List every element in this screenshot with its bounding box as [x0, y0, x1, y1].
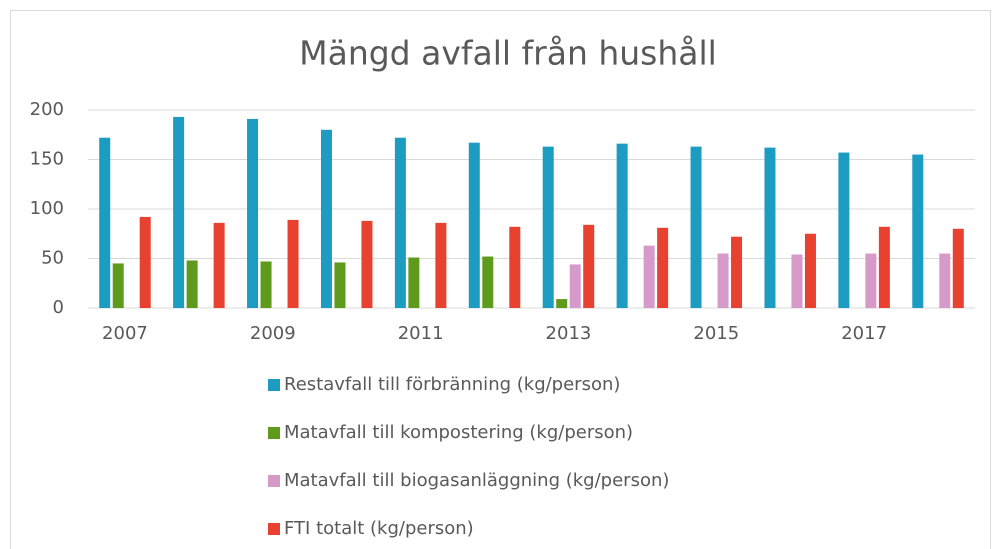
bar — [717, 253, 729, 308]
x-tick-label: 2007 — [102, 323, 148, 344]
y-tick-label: 150 — [30, 149, 64, 170]
bar — [838, 152, 850, 308]
bar — [912, 154, 924, 308]
bar — [287, 219, 299, 308]
bar — [764, 147, 776, 308]
bar — [583, 224, 595, 308]
bar — [804, 233, 816, 308]
x-tick-label: 2011 — [398, 323, 444, 344]
bar — [791, 254, 803, 308]
bar — [731, 236, 743, 308]
bar — [99, 137, 111, 308]
bar — [556, 299, 568, 308]
bar — [542, 146, 554, 308]
bar — [361, 220, 373, 308]
bar — [616, 143, 628, 308]
bar — [173, 116, 185, 309]
legend-label: Matavfall till kompostering (kg/person) — [284, 422, 633, 443]
legend-label: FTI totalt (kg/person) — [284, 518, 474, 539]
x-tick-label: 2013 — [546, 323, 592, 344]
bar — [878, 226, 890, 308]
x-tick-label: 2015 — [693, 323, 739, 344]
bar — [247, 118, 259, 308]
legend-label: Restavfall till förbränning (kg/person) — [284, 374, 620, 395]
bar — [690, 146, 702, 308]
bar — [468, 142, 480, 308]
bar — [643, 245, 655, 308]
bar — [260, 261, 272, 308]
y-tick-label: 50 — [41, 248, 64, 269]
chart-title: Mängd avfall från hushåll — [299, 34, 717, 73]
bar — [569, 264, 581, 308]
legend-swatch — [268, 523, 280, 535]
bar — [394, 137, 406, 308]
bar — [435, 222, 447, 308]
y-tick-label: 200 — [30, 99, 64, 120]
bar — [139, 216, 151, 308]
x-tick-label: 2017 — [841, 323, 887, 344]
bar — [865, 253, 877, 308]
bar — [482, 256, 494, 308]
bar — [320, 129, 332, 308]
bar — [952, 228, 964, 308]
legend-swatch — [268, 427, 280, 439]
bar — [657, 227, 669, 308]
y-tick-label: 100 — [30, 198, 64, 219]
bar — [334, 262, 346, 308]
legend-label: Matavfall till biogasanläggning (kg/pers… — [284, 470, 669, 491]
bar — [408, 257, 420, 308]
legend-swatch — [268, 475, 280, 487]
bar — [112, 263, 124, 308]
bar — [213, 222, 225, 308]
bar — [509, 226, 521, 308]
bar — [186, 260, 198, 308]
legend-swatch — [268, 379, 280, 391]
y-tick-label: 0 — [53, 297, 64, 318]
x-tick-label: 2009 — [250, 323, 296, 344]
bar — [939, 253, 951, 308]
